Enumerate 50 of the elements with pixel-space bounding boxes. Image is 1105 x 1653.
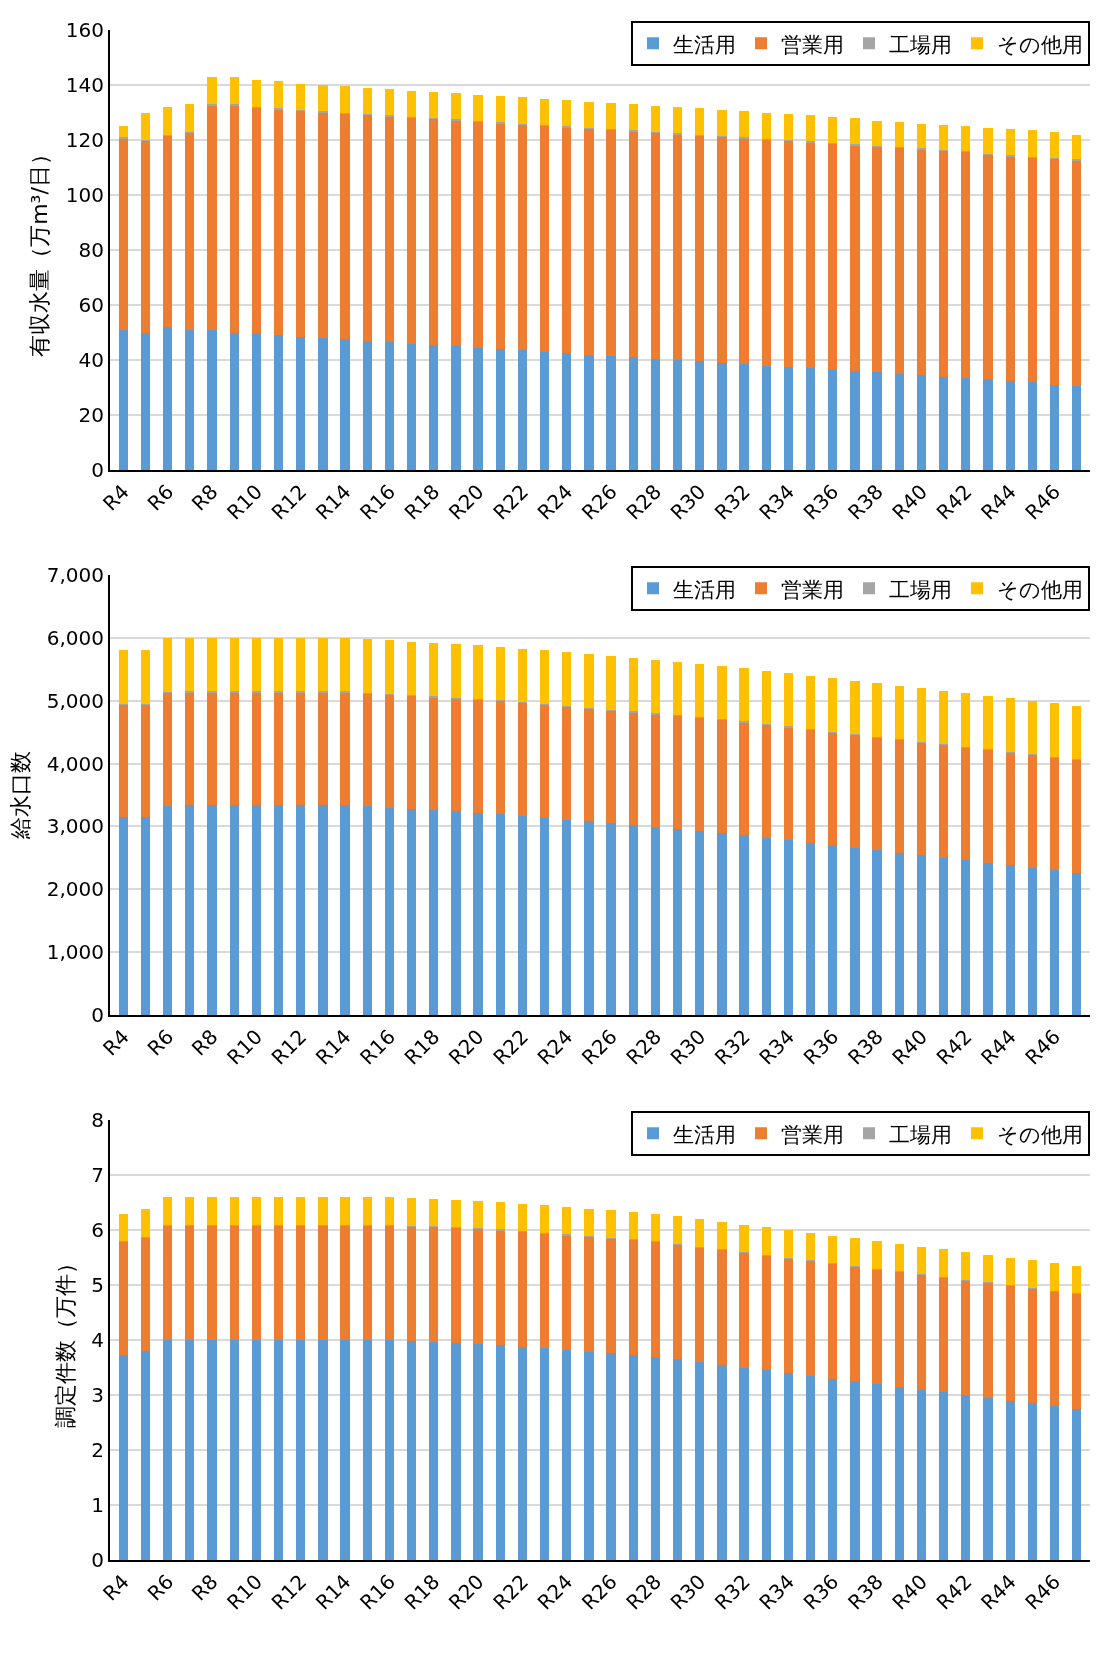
x-tick-label: R4 (98, 479, 134, 516)
legend-label: 生活用 (673, 1122, 736, 1147)
y-tick-label: 6 (91, 1218, 104, 1242)
y-tick-label: 8 (91, 1108, 104, 1132)
y-axis-title: 調定件数（万件） (52, 1252, 78, 1428)
legend-label: その他用 (997, 577, 1083, 602)
y-axis-title: 有収水量（万m³/日） (27, 143, 53, 357)
y-tick-label: 60 (78, 293, 104, 317)
x-tick-label: R6 (142, 1569, 179, 1606)
y-tick-label: 80 (78, 238, 104, 262)
x-tick-label: R8 (186, 1024, 223, 1061)
y-tick-label: 1 (91, 1493, 104, 1517)
y-tick-label: 7,000 (46, 563, 104, 587)
x-tick-label: R4 (98, 1569, 134, 1606)
legend-label: 生活用 (673, 32, 736, 57)
legend-label: 営業用 (781, 32, 844, 57)
y-tick-label: 20 (78, 403, 104, 427)
y-tick-label: 40 (78, 348, 104, 372)
y-tick-label: 4 (91, 1328, 104, 1352)
x-tick-label: R4 (98, 1024, 134, 1061)
y-tick-label: 100 (65, 183, 104, 207)
y-tick-label: 2,000 (46, 877, 104, 902)
legend-label: 工場用 (889, 1122, 952, 1147)
y-tick-label: 120 (65, 128, 104, 152)
x-tick-label: R8 (186, 1569, 223, 1606)
y-tick-label: 160 (65, 18, 104, 42)
x-tick-label: R8 (186, 479, 223, 516)
y-tick-label: 0 (91, 458, 104, 482)
legend-label: 工場用 (889, 577, 952, 602)
y-tick-label: 140 (65, 73, 104, 97)
y-tick-label: 6,000 (46, 625, 104, 650)
y-tick-label: 3,000 (46, 814, 104, 839)
legend-label: 営業用 (781, 1122, 844, 1147)
y-tick-label: 3 (91, 1383, 104, 1407)
y-axis-title: 給水口数 (8, 751, 34, 840)
y-tick-label: 4,000 (46, 751, 104, 776)
legend-label: 工場用 (889, 32, 952, 57)
x-tick-label: R6 (142, 479, 179, 516)
y-tick-label: 2 (91, 1438, 104, 1462)
legend-label: 生活用 (673, 577, 736, 602)
y-tick-label: 0 (91, 1548, 104, 1572)
legend-label: 営業用 (781, 577, 844, 602)
y-tick-label: 1,000 (46, 940, 104, 965)
y-tick-label: 5,000 (46, 688, 104, 713)
y-tick-label: 5 (91, 1273, 104, 1297)
y-tick-label: 7 (91, 1163, 104, 1187)
x-tick-label: R6 (142, 1024, 179, 1061)
legend-label: その他用 (997, 32, 1083, 57)
y-tick-label: 0 (91, 1003, 104, 1027)
legend-label: その他用 (997, 1122, 1083, 1147)
